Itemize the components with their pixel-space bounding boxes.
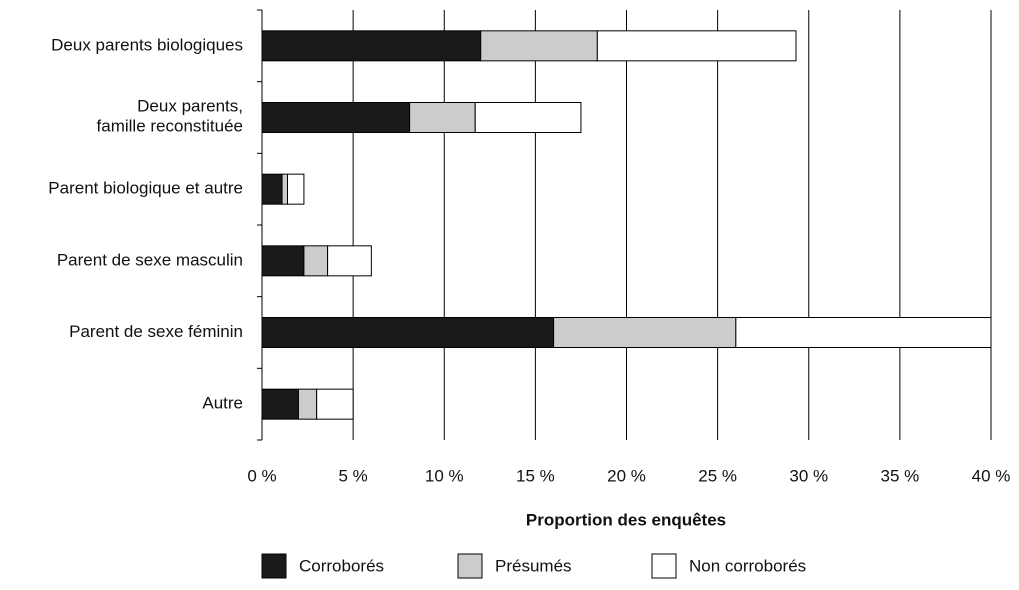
x-tick-label: 40 % bbox=[972, 466, 1011, 485]
bar-segment bbox=[261, 245, 305, 277]
legend-swatch bbox=[457, 553, 483, 579]
legend-label: Corroborés bbox=[299, 556, 384, 575]
bar-segment bbox=[327, 245, 372, 277]
bar-segment bbox=[297, 388, 318, 420]
bar-segment bbox=[303, 245, 329, 277]
bar-segment bbox=[480, 30, 598, 62]
y-tick-label: Deux parents, famille reconstituée bbox=[97, 97, 243, 136]
bar-segment bbox=[409, 102, 476, 133]
bar-segment bbox=[287, 173, 305, 205]
bar-segment bbox=[553, 317, 737, 348]
bar-segment bbox=[316, 388, 354, 420]
bar-segment bbox=[596, 30, 797, 62]
x-tick-label: 20 % bbox=[607, 466, 646, 485]
legend-label: Non corroborés bbox=[689, 556, 806, 575]
y-tick-label: Parent de sexe masculin bbox=[57, 250, 243, 269]
bar-segment bbox=[261, 173, 283, 205]
y-tick-label: Parent de sexe féminin bbox=[69, 322, 243, 341]
y-tick-label-line: famille reconstituée bbox=[97, 117, 243, 136]
x-tick-label: 25 % bbox=[698, 466, 737, 485]
x-tick-label: 0 % bbox=[247, 466, 276, 485]
x-axis-title: Proportion des enquêtes bbox=[526, 510, 726, 529]
bar-segment bbox=[474, 102, 582, 133]
bar-segment bbox=[261, 317, 555, 348]
x-tick-label: 30 % bbox=[789, 466, 828, 485]
legend-swatch bbox=[261, 553, 287, 579]
x-tick-label: 10 % bbox=[425, 466, 464, 485]
legend-label: Présumés bbox=[495, 556, 572, 575]
x-tick-label: 15 % bbox=[516, 466, 555, 485]
y-tick-label: Autre bbox=[202, 394, 243, 413]
y-tick-label: Deux parents biologiques bbox=[51, 35, 243, 54]
bar-segment bbox=[261, 30, 482, 62]
bar-segment bbox=[261, 388, 299, 420]
bar-segment bbox=[281, 173, 289, 205]
y-tick-label-line: Deux parents, bbox=[137, 97, 243, 116]
bar-segment bbox=[735, 317, 992, 348]
y-tick-label: Parent biologique et autre bbox=[48, 179, 243, 198]
bar-segment bbox=[261, 102, 411, 133]
x-tick-label: 35 % bbox=[881, 466, 920, 485]
legend-swatch bbox=[651, 553, 677, 579]
x-tick-label: 5 % bbox=[338, 466, 367, 485]
